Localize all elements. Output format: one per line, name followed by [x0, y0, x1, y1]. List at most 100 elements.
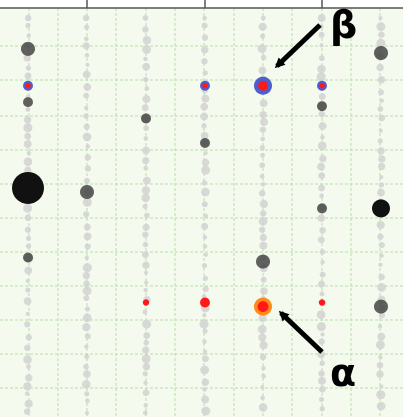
faint-spot: [201, 263, 208, 269]
faint-spot: [83, 105, 89, 111]
faint-spot: [261, 373, 266, 379]
faint-spot: [25, 65, 31, 71]
faint-spot: [318, 31, 325, 38]
faint-spot: [202, 244, 208, 249]
faint-spot: [84, 165, 92, 172]
faint-spot: [24, 214, 32, 222]
faint-spot: [201, 187, 210, 197]
faint-spot: [83, 295, 90, 302]
faint-spot: [25, 374, 33, 382]
faint-spot: [142, 319, 152, 329]
faint-spot: [142, 389, 150, 397]
beta-arrow: [274, 23, 322, 69]
top-axis: [0, 0, 403, 9]
faint-spot: [142, 62, 151, 71]
faint-spot: [82, 197, 92, 207]
faint-spot: [257, 44, 267, 54]
faint-spot: [25, 235, 32, 242]
faint-spot: [376, 22, 386, 32]
faint-spot: [142, 346, 150, 354]
spot-dark-0: [21, 41, 35, 56]
faint-spot: [143, 380, 148, 385]
faint-spot: [24, 226, 32, 233]
faint-spot: [318, 385, 326, 393]
faint-spot: [84, 411, 90, 416]
faint-spot: [25, 107, 31, 112]
faint-spot: [378, 155, 386, 163]
faint-spot: [201, 34, 209, 41]
faint-spot: [26, 364, 31, 370]
faint-spot: [319, 193, 324, 199]
faint-spot: [143, 270, 148, 275]
faint-spot: [378, 15, 383, 21]
faint-spot: [378, 273, 385, 281]
faint-spot: [378, 128, 383, 133]
faint-spot: [258, 66, 267, 75]
faint-spot: [24, 72, 32, 80]
faint-spot: [24, 266, 33, 275]
faint-spot: [24, 399, 33, 408]
faint-spot: [24, 14, 32, 22]
faint-spot: [83, 92, 90, 99]
faint-spot: [316, 72, 326, 82]
faint-spot: [142, 176, 151, 185]
spot-dark-9: [200, 137, 210, 148]
faint-spot: [319, 360, 325, 366]
faint-spot: [142, 309, 148, 315]
faint-spot: [202, 387, 207, 392]
faint-spot: [378, 89, 384, 96]
faint-spot: [319, 249, 326, 255]
faint-spot: [317, 64, 326, 74]
faint-spot: [83, 36, 89, 42]
faint-spot: [142, 371, 148, 377]
faint-spot: [316, 322, 326, 332]
faint-spot: [202, 180, 208, 186]
faint-spot: [377, 138, 383, 144]
faint-spot: [25, 23, 31, 29]
faint-spot: [201, 355, 209, 363]
faint-spot: [319, 43, 324, 48]
faint-spot: [203, 213, 209, 219]
faint-spot: [260, 385, 265, 390]
faint-spot: [201, 222, 209, 230]
faint-spot: [202, 15, 207, 21]
faint-spot: [260, 136, 266, 142]
faint-spot: [258, 226, 266, 234]
faint-spot: [142, 261, 150, 269]
faint-spot: [82, 323, 91, 332]
faint-spot: [143, 339, 150, 346]
faint-spot: [202, 70, 208, 76]
faint-spot: [259, 99, 268, 108]
faint-spot: [141, 354, 151, 364]
faint-spot: [84, 306, 91, 312]
faint-spot: [82, 271, 91, 280]
faint-spot: [377, 147, 385, 155]
faint-spot: [317, 214, 326, 222]
spot-blue-core-1: [25, 82, 31, 89]
faint-spot: [258, 403, 268, 412]
faint-spot: [25, 243, 32, 249]
faint-spot: [260, 395, 265, 401]
faint-spot: [24, 132, 32, 140]
faint-spot: [259, 33, 266, 39]
faint-spot: [203, 151, 208, 156]
faint-spot: [142, 44, 152, 54]
alpha-label: α: [330, 351, 356, 395]
faint-spot: [84, 53, 90, 58]
faint-spot: [377, 233, 384, 240]
beta-label: β: [330, 3, 357, 47]
spot-blue-core-11: [258, 80, 268, 91]
faint-spot: [200, 112, 209, 121]
faint-spot: [83, 83, 92, 91]
faint-spot: [258, 216, 268, 226]
faint-spot: [141, 251, 149, 259]
faint-spot: [318, 396, 325, 403]
faint-spot: [24, 166, 32, 174]
faint-spot: [259, 341, 268, 350]
faint-spot: [143, 332, 151, 340]
spot-dark-4: [23, 252, 33, 263]
faint-spot: [258, 333, 267, 342]
faint-spot: [23, 157, 33, 166]
alpha-arrow: [278, 310, 324, 354]
spot-dark-16: [317, 203, 327, 214]
